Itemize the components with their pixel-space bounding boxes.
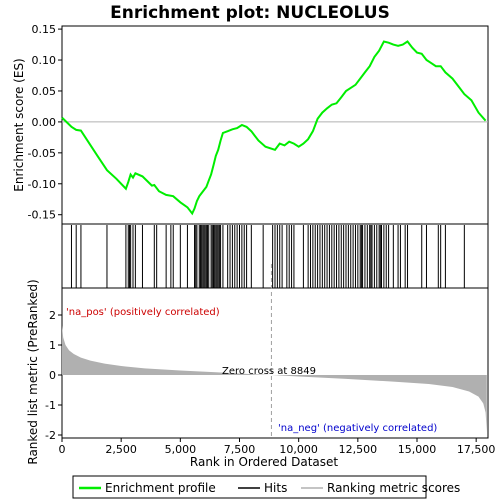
metric-y-tick-label: 0	[49, 369, 56, 382]
hit-marks	[70, 225, 465, 288]
metric-panel-frame	[61, 287, 489, 439]
es-y-tick-label: -0.10	[28, 178, 56, 191]
legend-hits-label: Hits	[264, 481, 287, 495]
es-y-tick-label: 0.05	[32, 85, 57, 98]
metric-y-ticks: -2 -1 0 1 2	[45, 309, 62, 442]
es-y-tick-label: -0.05	[28, 147, 56, 160]
metric-y-axis-label: Ranked list metric (PreRanked)	[26, 279, 40, 464]
es-y-tick-label: 0.15	[32, 23, 57, 36]
chart-title: Enrichment plot: NUCLEOLUS	[110, 3, 390, 23]
enrichment-profile-line	[61, 40, 487, 216]
es-y-tick-label: -0.15	[28, 209, 56, 222]
legend-metric-label: Ranking metric scores	[327, 481, 460, 495]
x-tick-label: 15,000	[398, 443, 437, 456]
x-tick-label: 12,500	[339, 443, 378, 456]
x-tick-label: 7,500	[224, 443, 256, 456]
neg-label: 'na_neg' (negatively correlated)	[278, 423, 437, 434]
metric-panel: -2 -1 0 1 2 'na_pos' (positively correlated)…	[45, 264, 489, 442]
es-panel: -0.15 -0.10 -0.05 0.00 0.05 0.10 0.15	[28, 23, 489, 225]
ranking-metric-area	[62, 325, 487, 432]
pos-label: 'na_pos' (positively correlated)	[66, 307, 220, 318]
x-tick-label: 17,500	[457, 443, 496, 456]
legend-box	[72, 475, 427, 499]
metric-y-tick-label: -2	[45, 429, 56, 442]
metric-y-tick-label: -1	[45, 399, 56, 412]
x-tick-label: 0	[59, 443, 66, 456]
x-axis-label: Rank in Ordered Dataset	[190, 455, 338, 469]
legend-es-label: Enrichment profile	[105, 481, 216, 495]
metric-y-tick-label: 2	[49, 309, 56, 322]
es-y-ticks: -0.15 -0.10 -0.05 0.00 0.05 0.10 0.15	[28, 23, 62, 222]
es-y-axis-label: Enrichment score (ES)	[12, 58, 26, 191]
x-tick-label: 2,500	[105, 443, 137, 456]
x-axis-ticks: 0 2,500 5,000 7,500 10,000 12,500 15,000 17,500	[59, 438, 496, 456]
legend: Enrichment profile Hits Ranking metric s…	[72, 475, 460, 499]
es-panel-frame	[61, 25, 489, 225]
hits-panel	[61, 223, 489, 289]
es-y-tick-label: 0.00	[32, 116, 57, 129]
es-y-tick-label: 0.10	[32, 54, 57, 67]
x-tick-label: 10,000	[279, 443, 318, 456]
zero-cross-label: Zero cross at 8849	[222, 366, 316, 377]
x-tick-label: 5,000	[165, 443, 197, 456]
metric-y-tick-label: 1	[49, 339, 56, 352]
